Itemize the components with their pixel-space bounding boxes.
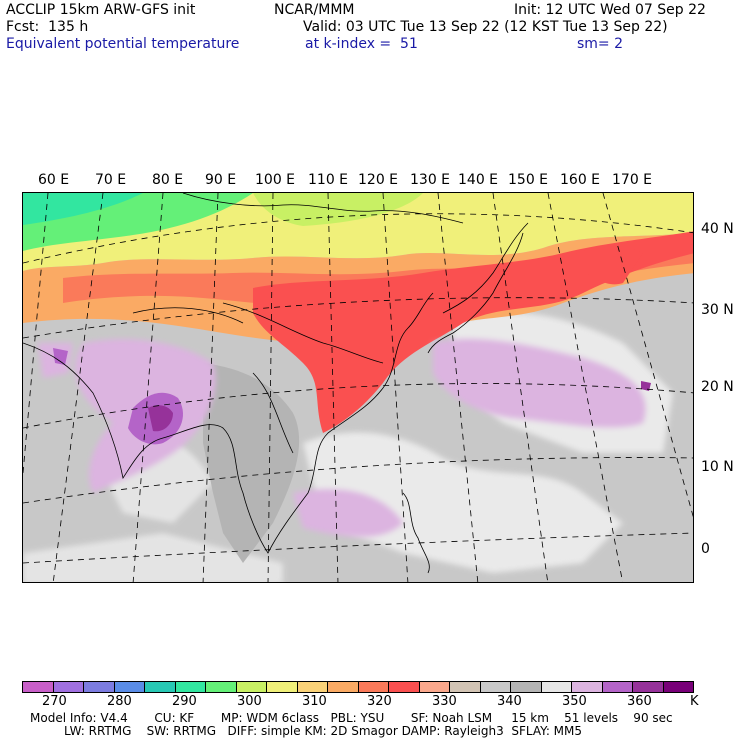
longitude-label: 160 E xyxy=(560,172,601,188)
colorbar-swatch xyxy=(480,682,511,692)
level-label: at k-index = 51 xyxy=(305,36,418,52)
longitude-label: 140 E xyxy=(458,172,499,188)
colorbar-swatch xyxy=(602,682,633,692)
colorbar-swatch xyxy=(358,682,389,692)
latitude-label: 30 N xyxy=(701,302,734,318)
longitude-label: 70 E xyxy=(95,172,127,188)
colorbar-swatch xyxy=(633,682,664,692)
forecast-hour: Fcst: 135 h xyxy=(6,19,89,35)
longitude-label: 60 E xyxy=(38,172,70,188)
model-info-line2: LW: RRTMG SW: RRTMG DIFF: simple KM: 2D … xyxy=(64,724,583,738)
colorbar-swatch xyxy=(114,682,145,692)
colorbar-tick-label: 280 xyxy=(107,694,132,709)
colorbar-swatch xyxy=(663,682,693,692)
map-panel xyxy=(22,192,694,583)
colorbar-swatch xyxy=(84,682,115,692)
colorbar-swatch xyxy=(23,682,54,692)
model-title: ACCLIP 15km ARW-GFS init xyxy=(6,2,196,18)
model-info-line1: Model Info: V4.4 CU: KF MP: WDM 6class P… xyxy=(30,711,673,725)
colorbar-swatch xyxy=(572,682,603,692)
theta-e-map xyxy=(23,193,693,582)
longitude-label: 120 E xyxy=(358,172,399,188)
colorbar-swatch xyxy=(389,682,420,692)
colorbar-swatch xyxy=(206,682,237,692)
colorbar-swatch xyxy=(450,682,481,692)
colorbar-tick-label: 360 xyxy=(627,694,652,709)
longitude-label: 110 E xyxy=(308,172,349,188)
colorbar-swatch xyxy=(541,682,572,692)
longitude-label: 170 E xyxy=(612,172,653,188)
latitude-label: 40 N xyxy=(701,221,734,237)
longitude-label: 130 E xyxy=(410,172,451,188)
colorbar-tick-label: 350 xyxy=(562,694,587,709)
colorbar-unit: K xyxy=(690,694,699,709)
colorbar-tick-label: 300 xyxy=(237,694,262,709)
colorbar-tick-label: 290 xyxy=(172,694,197,709)
organization-label: NCAR/MMM xyxy=(274,2,355,18)
colorbar-swatch xyxy=(145,682,176,692)
colorbar-swatch xyxy=(267,682,298,692)
colorbar-tick-label: 270 xyxy=(42,694,67,709)
colorbar-swatch xyxy=(328,682,359,692)
smoothing-label: sm= 2 xyxy=(577,36,624,52)
colorbar-tick-label: 330 xyxy=(432,694,457,709)
field-name: Equivalent potential temperature xyxy=(6,36,240,52)
latitude-label: 20 N xyxy=(701,379,734,395)
colorbar-tick-label: 310 xyxy=(302,694,327,709)
longitude-label: 150 E xyxy=(508,172,549,188)
colorbar-swatch xyxy=(419,682,450,692)
colorbar-swatch xyxy=(297,682,328,692)
colorbar-tick-label: 340 xyxy=(497,694,522,709)
init-time: Init: 12 UTC Wed 07 Sep 22 xyxy=(514,2,706,18)
colorbar-swatch xyxy=(175,682,206,692)
longitude-label: 100 E xyxy=(255,172,296,188)
colorbar-swatch xyxy=(511,682,542,692)
longitude-label: 80 E xyxy=(152,172,184,188)
valid-time: Valid: 03 UTC Tue 13 Sep 22 (12 KST Tue … xyxy=(303,19,668,35)
colorbar-tick-label: 320 xyxy=(367,694,392,709)
colorbar-swatch xyxy=(236,682,267,692)
latitude-label: 10 N xyxy=(701,459,734,475)
longitude-label: 90 E xyxy=(205,172,237,188)
latitude-label: 0 xyxy=(701,541,710,557)
colorbar xyxy=(22,681,694,693)
colorbar-swatch xyxy=(53,682,84,692)
